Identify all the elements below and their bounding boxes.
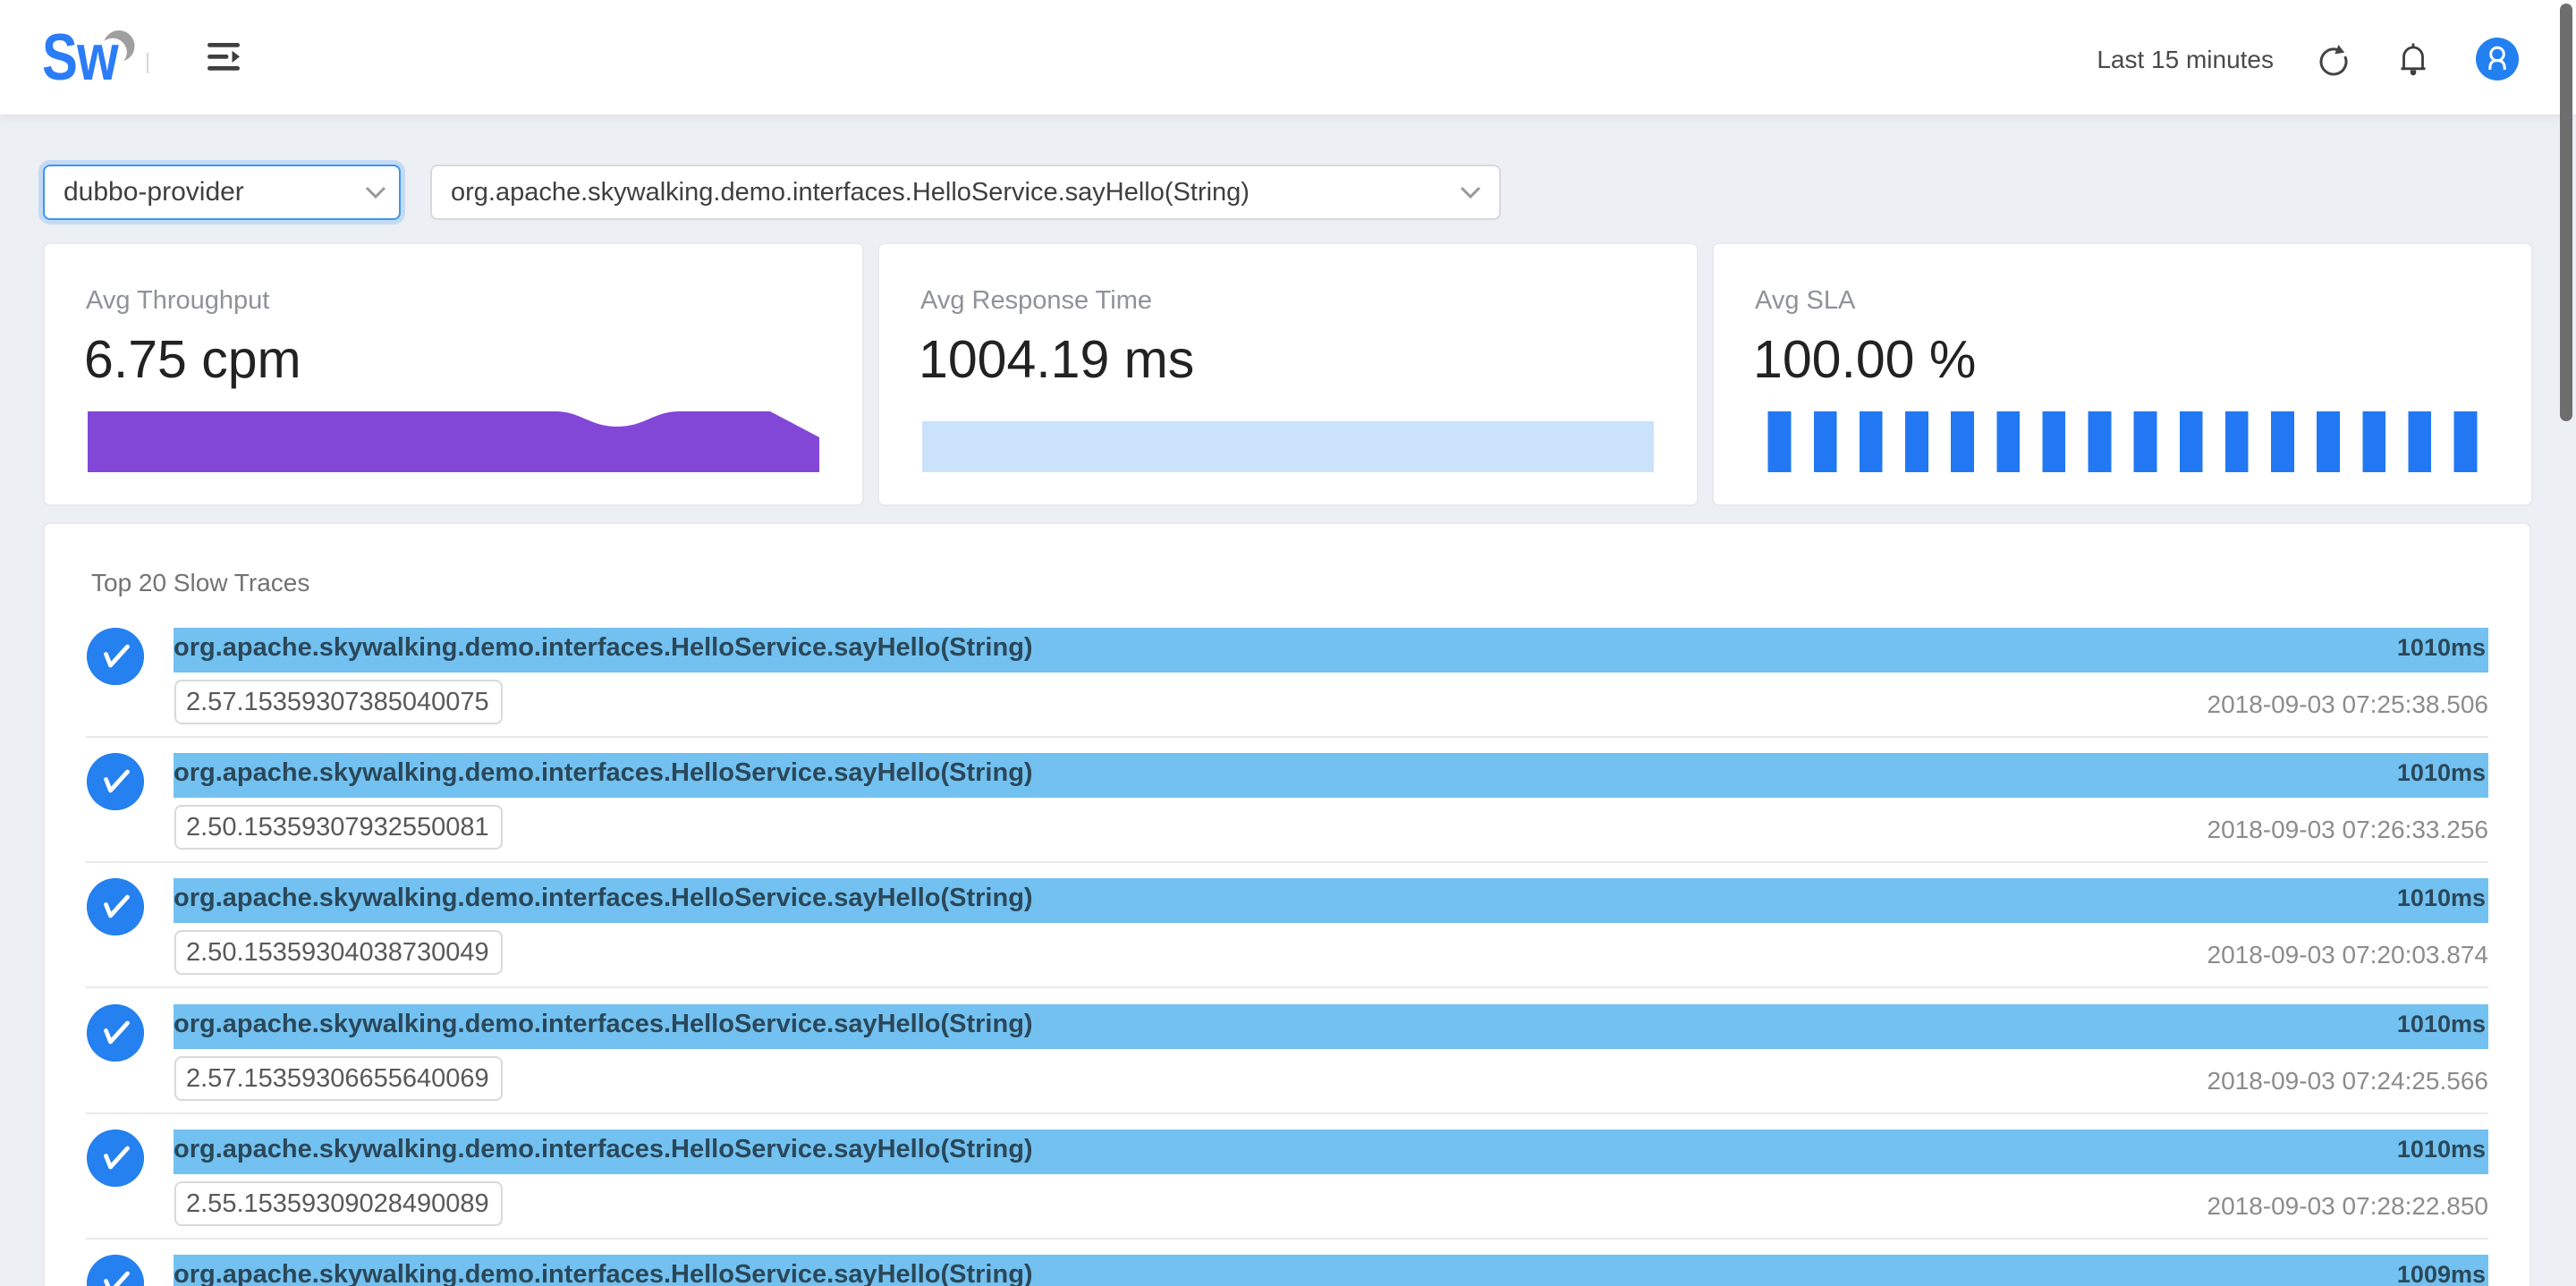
- svg-text:Sw: Sw: [42, 21, 120, 94]
